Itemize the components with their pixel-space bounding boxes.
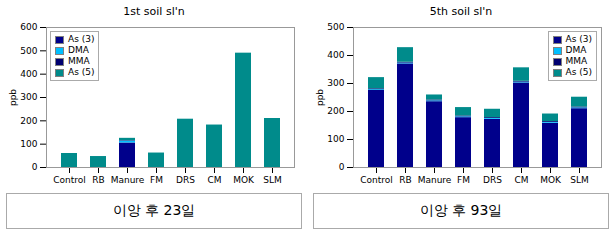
svg-text:DRS: DRS: [176, 175, 195, 185]
svg-text:400: 400: [20, 69, 37, 79]
html-text:DMA: DMA: [68, 45, 89, 55]
svg-text:200: 200: [20, 116, 37, 126]
svg-text:300: 300: [20, 92, 37, 102]
html-text:MMA: MMA: [565, 56, 588, 66]
svg-text:Control: Control: [53, 175, 86, 185]
svg-text:FM: FM: [457, 175, 470, 185]
svg-text:200: 200: [327, 106, 344, 116]
svg-text:RB: RB: [92, 175, 104, 185]
svg-text:600: 600: [20, 22, 37, 32]
svg-text:400: 400: [327, 50, 344, 60]
svg-text:SLM: SLM: [570, 175, 589, 185]
html-text:MMA: MMA: [68, 56, 90, 66]
svg-text:ppb: ppb: [8, 89, 18, 106]
svg-text:ppb: ppb: [315, 89, 325, 106]
html-text:이앙 후 23일: 이앙 후 23일: [112, 202, 196, 218]
html-text:As (3): As (3): [68, 34, 95, 44]
svg-text:SLM: SLM: [263, 175, 282, 185]
svg-text:500: 500: [327, 22, 344, 32]
svg-text:300: 300: [327, 78, 344, 88]
svg-text:Control: Control: [360, 175, 393, 185]
html-text:DMA: DMA: [565, 45, 587, 55]
svg-text:Manure: Manure: [111, 175, 145, 185]
html-text:1st soil sl'n: 1st soil sl'n: [123, 5, 185, 18]
svg-text:MOK: MOK: [233, 175, 255, 185]
svg-text:0: 0: [339, 162, 345, 172]
svg-text:CM: CM: [207, 175, 221, 185]
svg-text:500: 500: [20, 46, 37, 56]
html-text:As (5): As (5): [68, 67, 95, 77]
html-text:As (3): As (3): [565, 34, 592, 44]
svg-text:CM: CM: [514, 175, 528, 185]
html-text:5th soil sl'n: 5th soil sl'n: [429, 5, 493, 18]
svg-text:MOK: MOK: [540, 175, 562, 185]
svg-text:0: 0: [32, 162, 38, 172]
svg-text:Manure: Manure: [418, 175, 452, 185]
svg-text:100: 100: [327, 134, 344, 144]
svg-text:DRS: DRS: [483, 175, 502, 185]
svg-text:RB: RB: [399, 175, 411, 185]
html-text:이앙 후 93일: 이앙 후 93일: [419, 202, 503, 218]
svg-text:100: 100: [20, 139, 37, 149]
html-text:As (5): As (5): [565, 67, 592, 77]
svg-text:FM: FM: [150, 175, 163, 185]
